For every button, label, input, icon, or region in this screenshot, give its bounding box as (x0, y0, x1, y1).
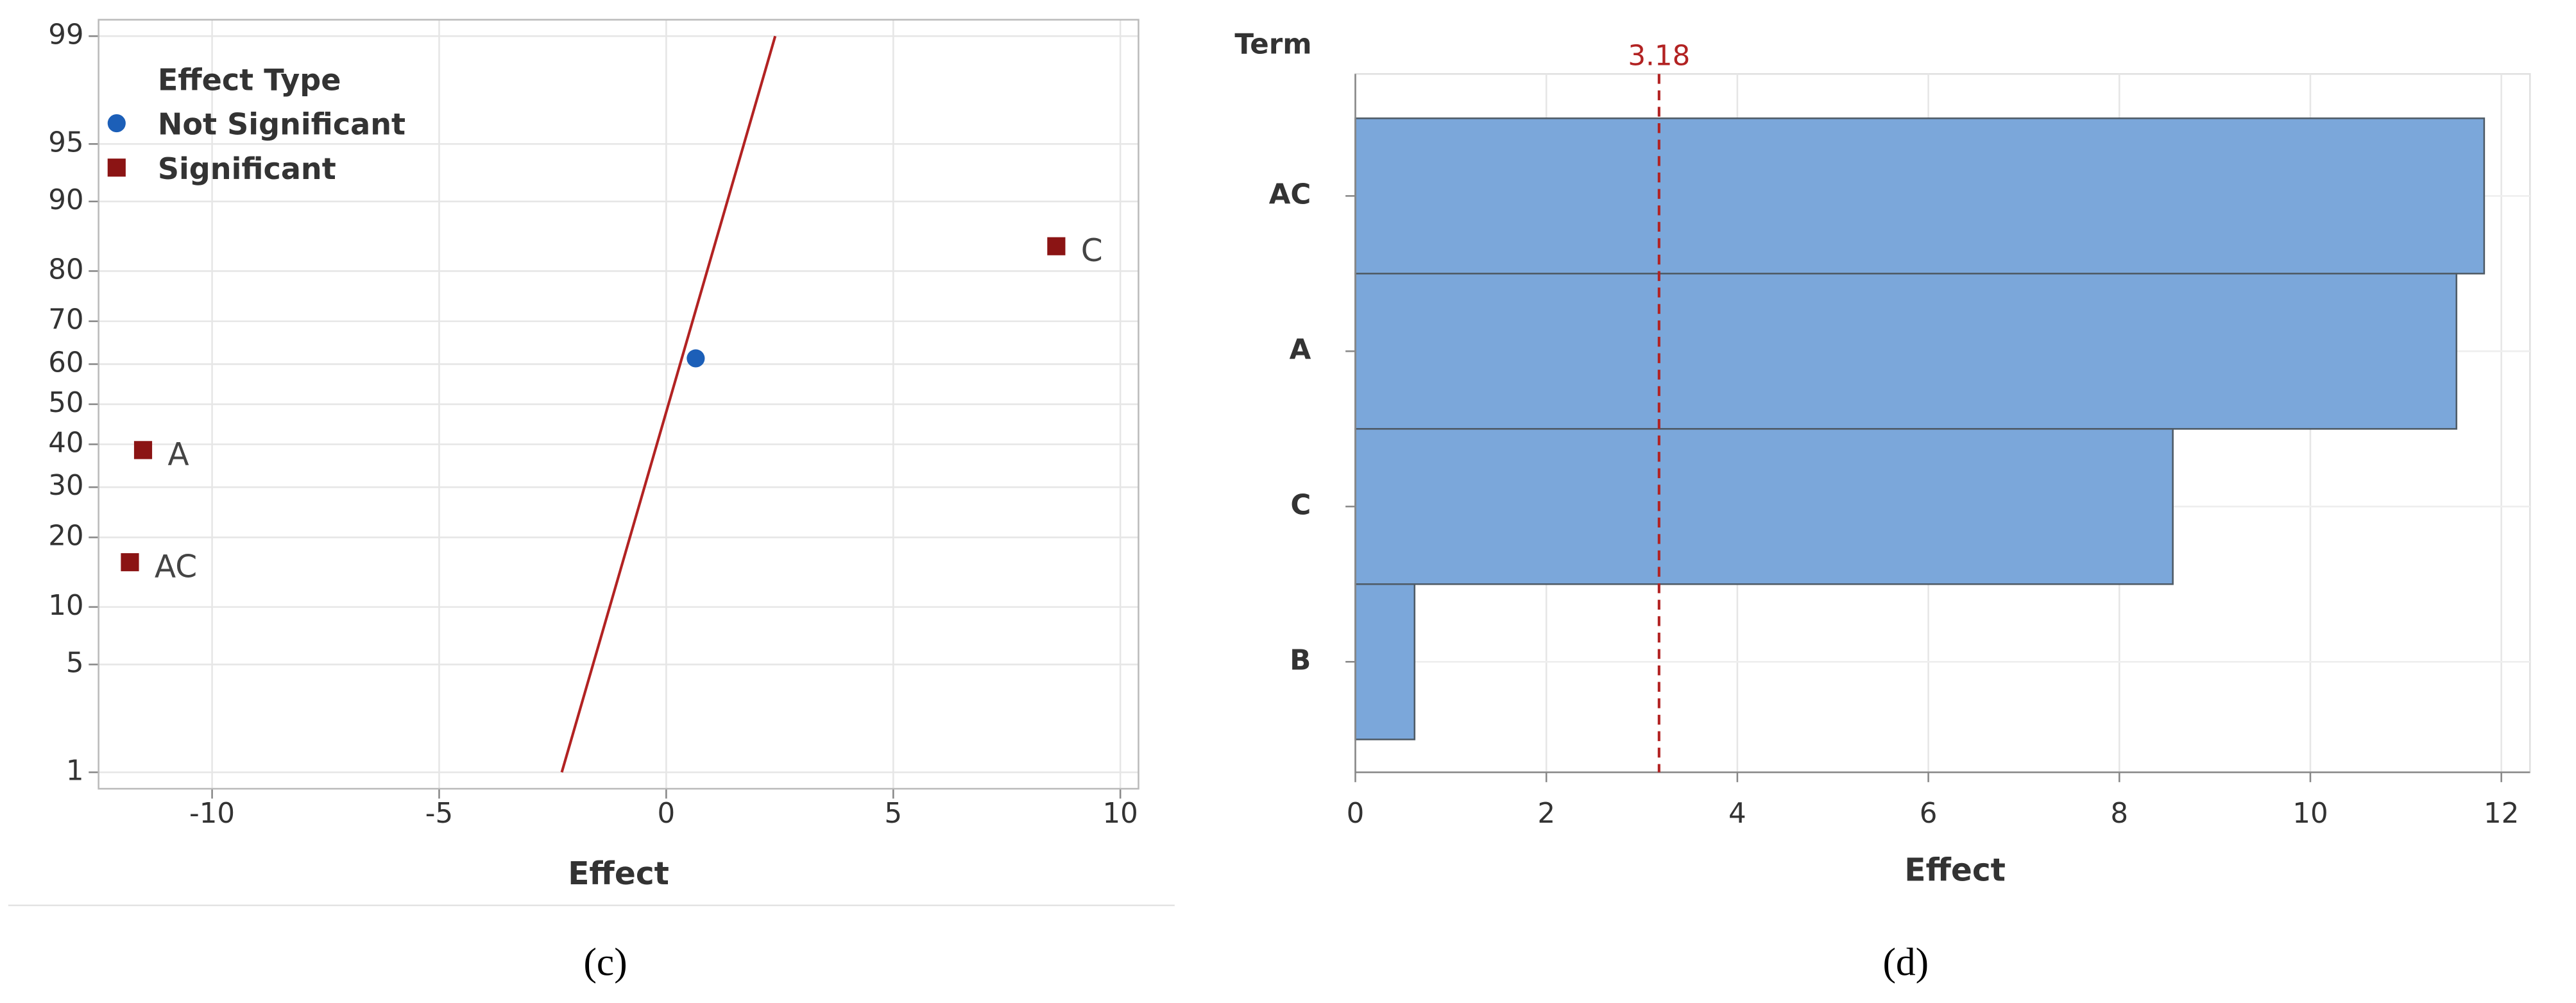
legend-marker (107, 114, 126, 133)
y-tick-label: B (1290, 644, 1311, 676)
y-tick-label: 80 (48, 253, 83, 286)
y-tick-label: 50 (48, 387, 83, 419)
y-tick-label: 5 (66, 647, 84, 679)
x-tick-label: 5 (884, 798, 902, 830)
y-tick-label: 90 (48, 184, 83, 216)
x-tick-label: 0 (658, 798, 676, 830)
bar (1354, 428, 2174, 585)
legend-label: Significant (158, 151, 336, 186)
x-tick-label: 6 (1920, 798, 1938, 830)
x-tick-label: 8 (2110, 798, 2128, 830)
bar (1354, 117, 2486, 275)
y-tick-label: 10 (48, 590, 83, 622)
point (687, 349, 705, 368)
point-label: C (1081, 233, 1103, 269)
caption: (c) (583, 941, 627, 984)
x-axis-title: Effect (1904, 853, 2006, 889)
y-tick-label: AC (1269, 178, 1311, 210)
legend-label: Not Significant (158, 107, 405, 142)
point (133, 441, 153, 459)
x-tick-label: 10 (2292, 798, 2328, 830)
point-label: AC (155, 549, 197, 585)
x-tick-label: 4 (1728, 798, 1746, 830)
legend-marker (107, 159, 126, 177)
caption: (d) (1882, 941, 1929, 984)
x-tick-label: 0 (1347, 798, 1365, 830)
plot-frame (98, 19, 1139, 790)
y-tick-label: 60 (48, 347, 83, 379)
x-tick-label: 12 (2484, 798, 2519, 830)
x-tick-label: -10 (189, 798, 235, 830)
x-tick-label: -5 (425, 798, 453, 830)
point (121, 553, 139, 572)
y-tick-label: C (1290, 489, 1311, 521)
y-tick-label: 20 (48, 520, 83, 552)
y-tick-label: 70 (48, 304, 83, 336)
y-tick-label: 95 (48, 126, 83, 159)
x-tick-label: 2 (1537, 798, 1555, 830)
point (1047, 237, 1066, 255)
fit-line (560, 35, 777, 773)
y-tick-label: 40 (48, 427, 83, 459)
legend-title: Effect Type (158, 63, 341, 98)
point-label: A (167, 437, 189, 473)
bar (1354, 273, 2457, 430)
y-tick-label: 30 (48, 470, 83, 502)
bar (1354, 583, 1416, 741)
y-tick-label: A (1290, 334, 1311, 366)
reference-label: 3.18 (1628, 40, 1690, 73)
x-axis-title: Effect (568, 856, 669, 892)
y-tick-label: 1 (66, 755, 84, 787)
y-axis-title: Term (1234, 29, 1311, 61)
x-tick-label: 10 (1102, 798, 1138, 830)
y-tick-label: 99 (48, 19, 83, 51)
